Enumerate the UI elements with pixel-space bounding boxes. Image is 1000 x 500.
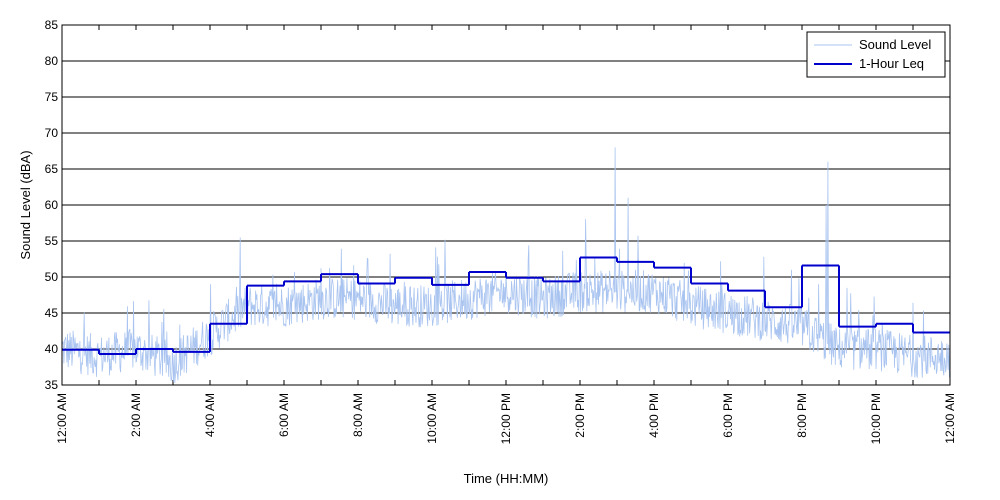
x-tick-label-1: 2:00 AM bbox=[129, 393, 143, 437]
x-tick-label-12: 12:00 AM bbox=[943, 393, 957, 444]
y-tick-label-85: 85 bbox=[45, 18, 59, 32]
x-tick-label-8: 4:00 PM bbox=[647, 393, 661, 438]
x-tick-label-4: 8:00 AM bbox=[351, 393, 365, 437]
x-tick-label-6: 12:00 PM bbox=[499, 393, 513, 444]
x-tick-label-3: 6:00 AM bbox=[277, 393, 291, 437]
x-axis-title: Time (HH:MM) bbox=[464, 471, 549, 486]
x-tick-label-9: 6:00 PM bbox=[721, 393, 735, 438]
y-tick-label-60: 60 bbox=[45, 198, 59, 212]
legend-label-sound-level: Sound Level bbox=[859, 37, 931, 52]
x-tick-labels: 12:00 AM 2:00 AM 4:00 AM 6:00 AM 8:00 AM 10:0… bbox=[55, 393, 957, 444]
y-tick-label-45: 45 bbox=[45, 306, 59, 320]
y-tick-label-80: 80 bbox=[45, 54, 59, 68]
x-tick-label-2: 4:00 AM bbox=[203, 393, 217, 437]
x-tick-label-0: 12:00 AM bbox=[55, 393, 69, 444]
x-tick-label-10: 8:00 PM bbox=[795, 393, 809, 438]
plot-border bbox=[61, 24, 951, 386]
y-tick-label-40: 40 bbox=[45, 342, 59, 356]
legend-label-leq: 1-Hour Leq bbox=[859, 56, 924, 71]
y-axis-title: Sound Level (dBA) bbox=[18, 150, 33, 259]
x-tick-label-7: 2:00 PM bbox=[573, 393, 587, 438]
y-tick-label-75: 75 bbox=[45, 90, 59, 104]
y-tick-label-35: 35 bbox=[45, 378, 59, 392]
y-tick-label-50: 50 bbox=[45, 270, 59, 284]
legend-box bbox=[806, 31, 946, 78]
y-tick-label-65: 65 bbox=[45, 162, 59, 176]
leq-series bbox=[62, 256, 950, 356]
y-tick-label-55: 55 bbox=[45, 234, 59, 248]
x-tick-label-11: 10:00 PM bbox=[869, 393, 883, 444]
x-tick-label-5: 10:00 AM bbox=[425, 393, 439, 444]
y-tick-label-70: 70 bbox=[45, 126, 59, 140]
legend: Sound Level 1-Hour Leq bbox=[806, 31, 946, 78]
y-tick-labels: 35 40 45 50 55 60 65 70 75 80 85 bbox=[45, 18, 59, 392]
